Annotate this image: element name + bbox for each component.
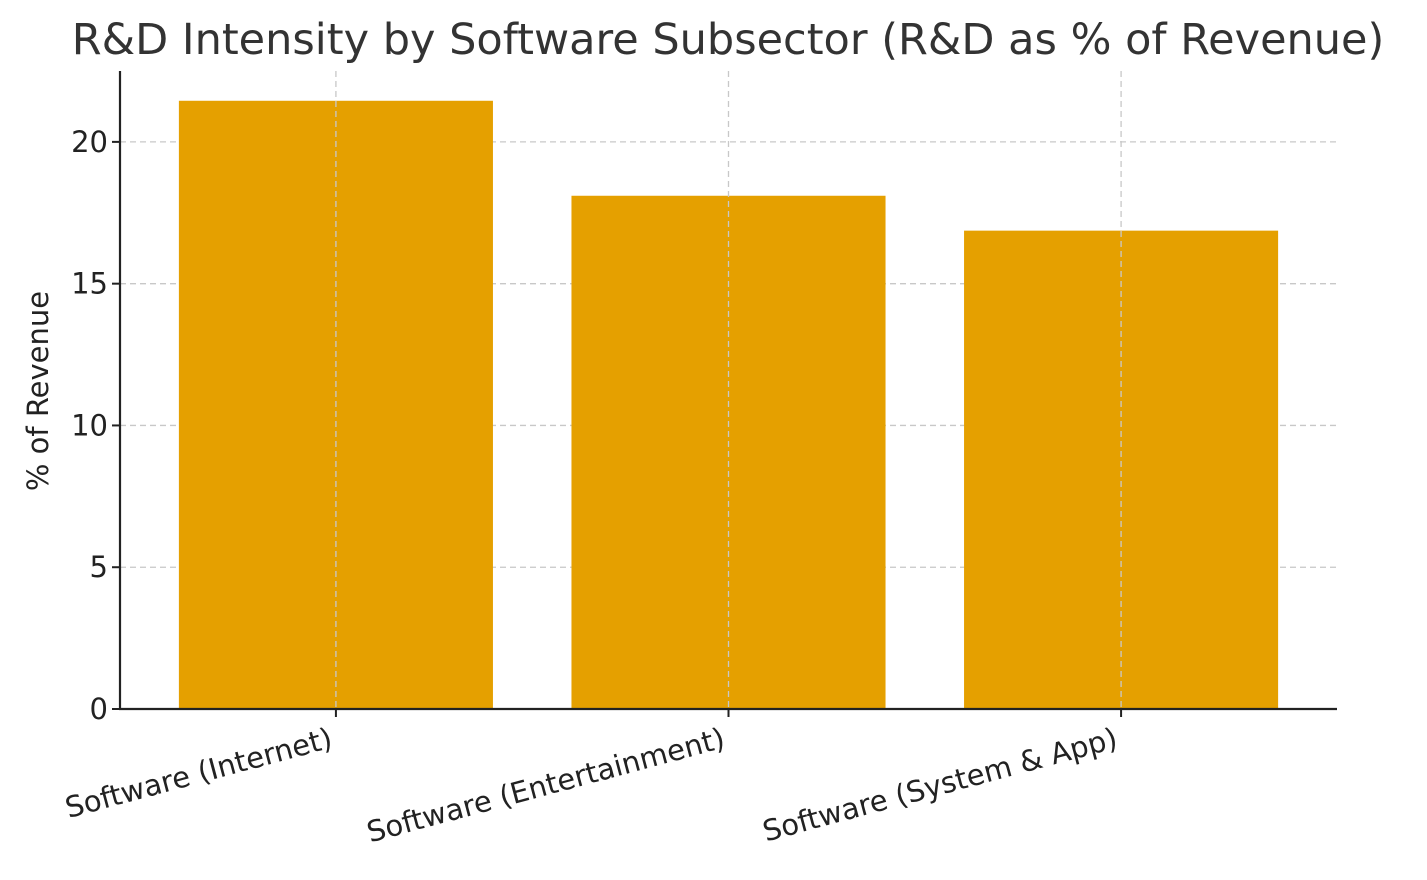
axes [112, 71, 1337, 717]
y-tick-label-1: 5 [90, 550, 108, 584]
y-tick-label-4: 20 [71, 125, 108, 159]
x-tick-label-2: Software (System & App) [759, 721, 1121, 848]
y-tick-labels: 0 5 10 15 20 [71, 125, 108, 726]
y-tick-label-3: 15 [71, 267, 108, 301]
chart-title: R&D Intensity by Software Subsector (R&D… [72, 15, 1385, 65]
x-tick-label-0: Software (Internet) [61, 721, 335, 825]
x-tick-labels: Software (Internet) Software (Entertainme… [61, 721, 1120, 849]
bars [178, 71, 1279, 710]
y-tick-label-2: 10 [71, 408, 108, 442]
x-tick-label-1: Software (Entertainment) [363, 721, 728, 849]
bar-2 [964, 230, 1279, 709]
y-axis-label: % of Revenue [21, 291, 55, 491]
y-tick-label-0: 0 [90, 692, 108, 726]
